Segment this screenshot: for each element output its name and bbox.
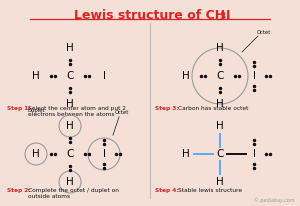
Text: I: I (226, 9, 230, 22)
Text: H: H (66, 121, 74, 131)
Text: H: H (32, 149, 40, 159)
Text: Carbon has stable octet: Carbon has stable octet (178, 106, 248, 111)
Text: H: H (216, 99, 224, 109)
Text: Step 4:: Step 4: (155, 188, 179, 193)
Text: Step 2:: Step 2: (7, 188, 31, 193)
Text: Stable lewis structure: Stable lewis structure (178, 188, 242, 193)
Text: Step 3:: Step 3: (155, 106, 179, 111)
Text: I: I (103, 149, 106, 159)
Text: Step 1:: Step 1: (7, 106, 31, 111)
Text: Duplet: Duplet (27, 108, 45, 112)
Text: 3: 3 (219, 12, 225, 21)
Text: I: I (253, 149, 256, 159)
Text: I: I (103, 71, 106, 81)
Text: H: H (216, 43, 224, 53)
Text: © pediabay.com: © pediabay.com (254, 197, 295, 203)
Text: H: H (216, 121, 224, 131)
Text: H: H (32, 71, 40, 81)
Text: C: C (216, 149, 224, 159)
Text: C: C (66, 71, 74, 81)
Text: C: C (66, 149, 74, 159)
Text: I: I (253, 71, 256, 81)
Text: H: H (66, 177, 74, 187)
Text: C: C (216, 71, 224, 81)
Text: Octet: Octet (115, 110, 129, 115)
Text: H: H (66, 43, 74, 53)
Text: Lewis structure of CH: Lewis structure of CH (74, 9, 226, 22)
Text: Complete the octet / duplet on
outside atoms: Complete the octet / duplet on outside a… (28, 188, 119, 199)
Text: H: H (182, 149, 190, 159)
Text: H: H (182, 71, 190, 81)
Text: H: H (66, 99, 74, 109)
Text: H: H (216, 177, 224, 187)
Text: Select the center atom and put 2
electrons between the atoms: Select the center atom and put 2 electro… (28, 106, 126, 117)
Text: Octet: Octet (257, 29, 271, 34)
